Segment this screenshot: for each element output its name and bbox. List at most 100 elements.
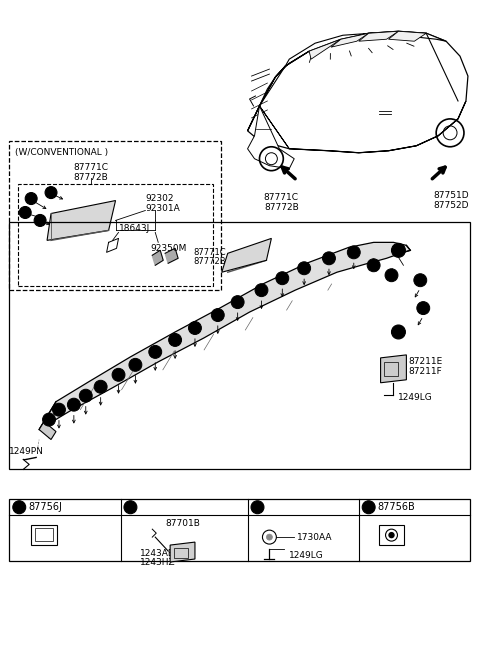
Circle shape: [52, 403, 65, 416]
Polygon shape: [276, 51, 309, 77]
Polygon shape: [248, 66, 285, 131]
Circle shape: [13, 501, 26, 514]
Text: 92301A: 92301A: [145, 204, 180, 213]
Circle shape: [276, 272, 289, 285]
Text: c: c: [396, 327, 401, 337]
Bar: [174, 548, 188, 558]
Bar: [35, 528, 53, 541]
Circle shape: [94, 380, 107, 393]
Circle shape: [251, 501, 264, 514]
Text: a: a: [302, 265, 306, 271]
Circle shape: [45, 186, 57, 199]
Text: a: a: [372, 262, 376, 268]
Text: 1249LG: 1249LG: [398, 393, 433, 402]
Bar: [379, 525, 405, 545]
Circle shape: [323, 252, 336, 265]
Circle shape: [189, 321, 202, 335]
Polygon shape: [165, 249, 178, 263]
Circle shape: [129, 358, 142, 371]
Circle shape: [392, 243, 406, 257]
Text: a: a: [280, 276, 285, 281]
Text: b: b: [28, 194, 34, 203]
Text: a: a: [235, 299, 240, 305]
Text: 87772B: 87772B: [193, 256, 226, 266]
Circle shape: [168, 333, 181, 346]
Text: a: a: [259, 287, 264, 293]
Circle shape: [348, 246, 360, 259]
Circle shape: [79, 389, 92, 402]
Text: b: b: [48, 188, 54, 197]
Circle shape: [211, 308, 224, 321]
Circle shape: [149, 346, 162, 358]
Text: a: a: [84, 393, 88, 399]
Text: 1249PN: 1249PN: [9, 447, 44, 456]
Circle shape: [362, 501, 375, 514]
Text: 87211F: 87211F: [408, 367, 442, 377]
Circle shape: [298, 262, 311, 275]
Text: 87772B: 87772B: [264, 203, 299, 212]
Text: 87211E: 87211E: [408, 358, 443, 366]
Text: a: a: [192, 325, 197, 331]
Text: 1243HZ: 1243HZ: [140, 558, 176, 567]
Text: 87701B: 87701B: [166, 519, 201, 527]
Polygon shape: [248, 31, 468, 153]
Text: b: b: [37, 216, 43, 225]
Text: 87756B: 87756B: [378, 502, 415, 512]
Circle shape: [25, 193, 37, 205]
Circle shape: [43, 413, 56, 426]
Bar: [9, 141, 221, 290]
Polygon shape: [39, 242, 410, 430]
Text: a: a: [389, 272, 394, 278]
Text: a: a: [116, 372, 121, 378]
Text: a: a: [327, 255, 331, 261]
Polygon shape: [331, 33, 369, 47]
Circle shape: [367, 259, 380, 272]
Circle shape: [112, 368, 125, 381]
Polygon shape: [359, 31, 398, 41]
Text: d: d: [366, 502, 372, 512]
Circle shape: [255, 283, 268, 297]
Bar: [9, 222, 470, 470]
Text: a: a: [153, 349, 157, 355]
Bar: [31, 525, 57, 545]
Text: a: a: [418, 277, 422, 283]
Polygon shape: [152, 251, 163, 265]
Text: 1249LG: 1249LG: [289, 550, 324, 560]
Circle shape: [385, 269, 398, 281]
Text: a: a: [16, 502, 22, 512]
Polygon shape: [248, 106, 294, 169]
Text: 1730AA: 1730AA: [297, 533, 333, 542]
Text: 87771C: 87771C: [264, 193, 299, 202]
Polygon shape: [222, 238, 271, 272]
Polygon shape: [388, 31, 426, 41]
Text: a: a: [133, 362, 138, 368]
Circle shape: [392, 325, 406, 339]
Bar: [9, 499, 470, 561]
Text: 87751D: 87751D: [433, 191, 469, 200]
Bar: [18, 184, 213, 286]
Text: a: a: [47, 417, 51, 422]
Text: a: a: [98, 384, 103, 390]
Text: d: d: [396, 246, 401, 255]
Text: 87771C: 87771C: [73, 163, 108, 172]
Text: b: b: [23, 208, 28, 217]
Polygon shape: [170, 542, 195, 562]
Text: 1243AB: 1243AB: [140, 548, 175, 558]
Text: a: a: [173, 337, 178, 343]
Text: a: a: [351, 249, 356, 255]
Text: 18643J: 18643J: [119, 224, 150, 233]
Text: b: b: [127, 502, 133, 512]
Circle shape: [266, 534, 272, 540]
Polygon shape: [260, 101, 466, 153]
Text: 87772B: 87772B: [73, 173, 108, 182]
Text: 87752D: 87752D: [433, 201, 468, 210]
Text: a: a: [421, 305, 426, 311]
Circle shape: [389, 533, 394, 538]
Text: a: a: [216, 312, 220, 318]
Polygon shape: [381, 355, 407, 382]
Circle shape: [417, 302, 430, 315]
Text: a: a: [72, 401, 76, 407]
Text: 87756J: 87756J: [28, 502, 62, 512]
Bar: [384, 362, 398, 376]
Polygon shape: [39, 422, 56, 440]
